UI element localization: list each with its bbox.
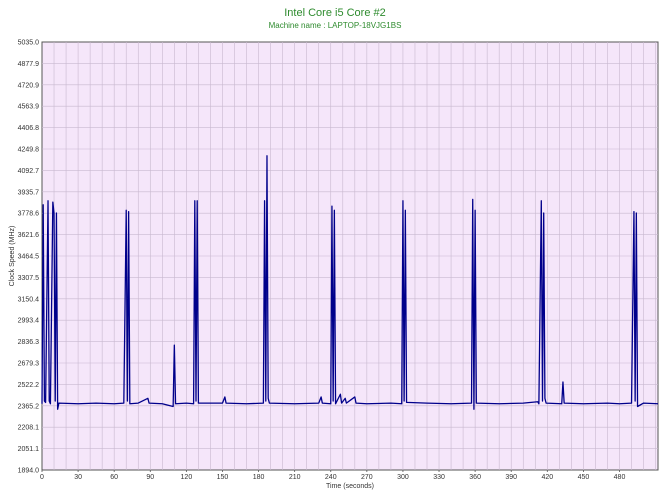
x-tick-label: 390 — [505, 474, 517, 481]
y-axis-label: Clock Speed (MHz) — [9, 226, 16, 287]
y-tick-label: 2365.2 — [18, 403, 40, 410]
x-tick-label: 0 — [40, 474, 44, 481]
x-tick-label: 360 — [469, 474, 481, 481]
y-tick-label: 3307.5 — [18, 275, 40, 282]
chart-subtitle: Machine name : LAPTOP-18VJG1BS — [269, 21, 402, 30]
y-tick-label: 4563.9 — [18, 104, 40, 111]
x-tick-label: 450 — [578, 474, 590, 481]
x-tick-label: 60 — [110, 474, 118, 481]
x-tick-label: 30 — [74, 474, 82, 481]
y-tick-label: 4406.8 — [18, 125, 40, 132]
horizontal-gridlines — [42, 63, 658, 449]
y-tick-label: 3935.7 — [18, 189, 40, 196]
x-tick-label: 420 — [541, 474, 553, 481]
y-tick-label: 3778.6 — [18, 211, 40, 218]
y-tick-label: 2051.1 — [18, 446, 40, 453]
y-tick-label: 4720.9 — [18, 82, 40, 89]
x-tick-label: 300 — [397, 474, 409, 481]
y-tick-label: 2208.1 — [18, 425, 40, 432]
x-tick-label: 330 — [433, 474, 445, 481]
y-axis-ticks: 1894.0 2051.1 2208.1 2365.2 2522.2 2679.3 2836… — [18, 40, 40, 475]
x-tick-label: 180 — [253, 474, 265, 481]
y-tick-label: 3621.6 — [18, 232, 40, 239]
x-tick-label: 480 — [614, 474, 626, 481]
x-axis-label: Time (seconds) — [326, 483, 374, 490]
y-tick-label: 4249.8 — [18, 146, 40, 153]
y-tick-label: 3464.5 — [18, 254, 40, 261]
y-tick-label: 1894.0 — [18, 468, 40, 475]
y-tick-label: 4877.9 — [18, 61, 40, 68]
x-tick-label: 210 — [289, 474, 301, 481]
series-line-clock-speed — [41, 155, 659, 410]
x-axis-ticks: 0 30 60 90 120 150 180 210 240 270 300 330 360 390 420… — [40, 470, 625, 481]
y-tick-label: 3150.4 — [18, 296, 40, 303]
x-tick-label: 240 — [325, 474, 337, 481]
y-tick-label: 5035.0 — [18, 40, 40, 47]
x-tick-label: 270 — [361, 474, 373, 481]
y-tick-label: 2522.2 — [18, 382, 40, 389]
x-tick-label: 150 — [217, 474, 229, 481]
y-tick-label: 2836.3 — [18, 339, 40, 346]
x-tick-label: 90 — [146, 474, 154, 481]
y-tick-label: 2679.3 — [18, 360, 40, 367]
x-tick-label: 120 — [181, 474, 193, 481]
y-tick-label: 4092.7 — [18, 168, 40, 175]
chart-title: Intel Core i5 Core #2 — [284, 7, 386, 19]
y-tick-label: 2993.4 — [18, 318, 40, 325]
